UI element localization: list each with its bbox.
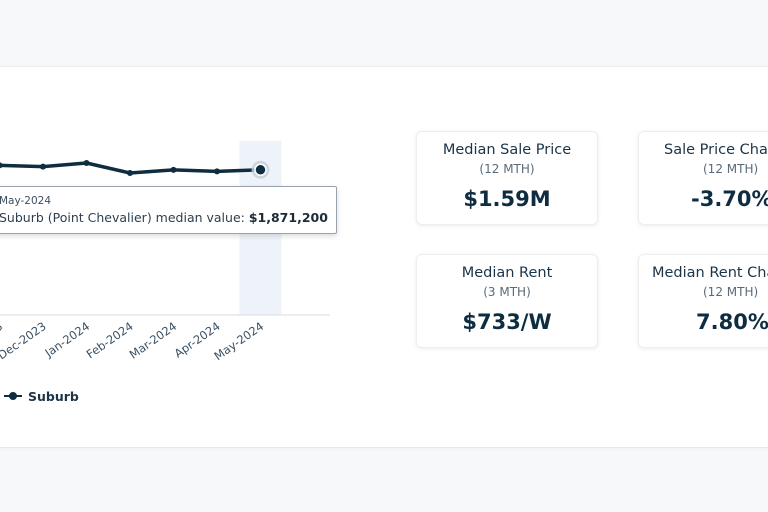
data-point[interactable]	[40, 163, 46, 170]
card-period: (3 MTH)	[483, 285, 531, 299]
chart-tooltip: May-2024 Suburb (Point Chevalier) median…	[0, 186, 337, 234]
card-value: $1.59M	[463, 187, 551, 211]
tooltip-date: May-2024	[0, 195, 52, 207]
x-tick-label: Jan-2024	[41, 319, 92, 360]
card-period: (12 MTH)	[703, 162, 759, 176]
x-tick-label: Dec-2023	[0, 319, 49, 362]
data-point[interactable]	[0, 162, 3, 169]
data-point[interactable]	[170, 166, 177, 173]
card-period: (12 MTH)	[479, 162, 535, 176]
card-title: Median Sale Price	[442, 142, 572, 158]
tooltip-value: $1,871,200	[248, 210, 328, 225]
x-tick-label: Mar-2024	[127, 319, 180, 362]
median-sale-price-card: Median Sale Price (12 MTH) $1.59M	[416, 131, 598, 225]
data-point[interactable]	[83, 160, 90, 166]
legend-label: Suburb	[28, 388, 79, 404]
sale-price-change-card: Sale Price Change (12 MTH) -3.70%	[638, 131, 768, 225]
median-rent-card: Median Rent (3 MTH) $733/W	[416, 254, 598, 348]
card-title: Sale Price Change	[664, 142, 768, 158]
legend-line-marker-icon	[4, 391, 22, 401]
tooltip-text: Suburb (Point Chevalier) median value: $…	[0, 210, 328, 225]
x-tick-label: Feb-2024	[84, 319, 136, 361]
card-period: (12 MTH)	[703, 285, 759, 299]
card-title: Median Rent	[461, 265, 553, 281]
card-value: 7.80%	[696, 310, 768, 334]
card-value: $733/W	[462, 310, 552, 334]
data-point[interactable]	[127, 170, 133, 176]
data-point[interactable]	[214, 168, 220, 175]
series-line-suburb	[0, 161, 263, 175]
x-tick-label: May-2024	[211, 319, 266, 363]
card-title: Median Rent Change	[652, 265, 768, 281]
chart-legend[interactable]: Suburb	[4, 388, 79, 404]
card-value: -3.70%	[691, 187, 768, 211]
tooltip-label: Suburb (Point Chevalier) median value:	[0, 210, 245, 225]
median-rent-change-card: Median Rent Change (12 MTH) 7.80%	[638, 254, 768, 348]
active-data-point[interactable]	[254, 163, 267, 177]
